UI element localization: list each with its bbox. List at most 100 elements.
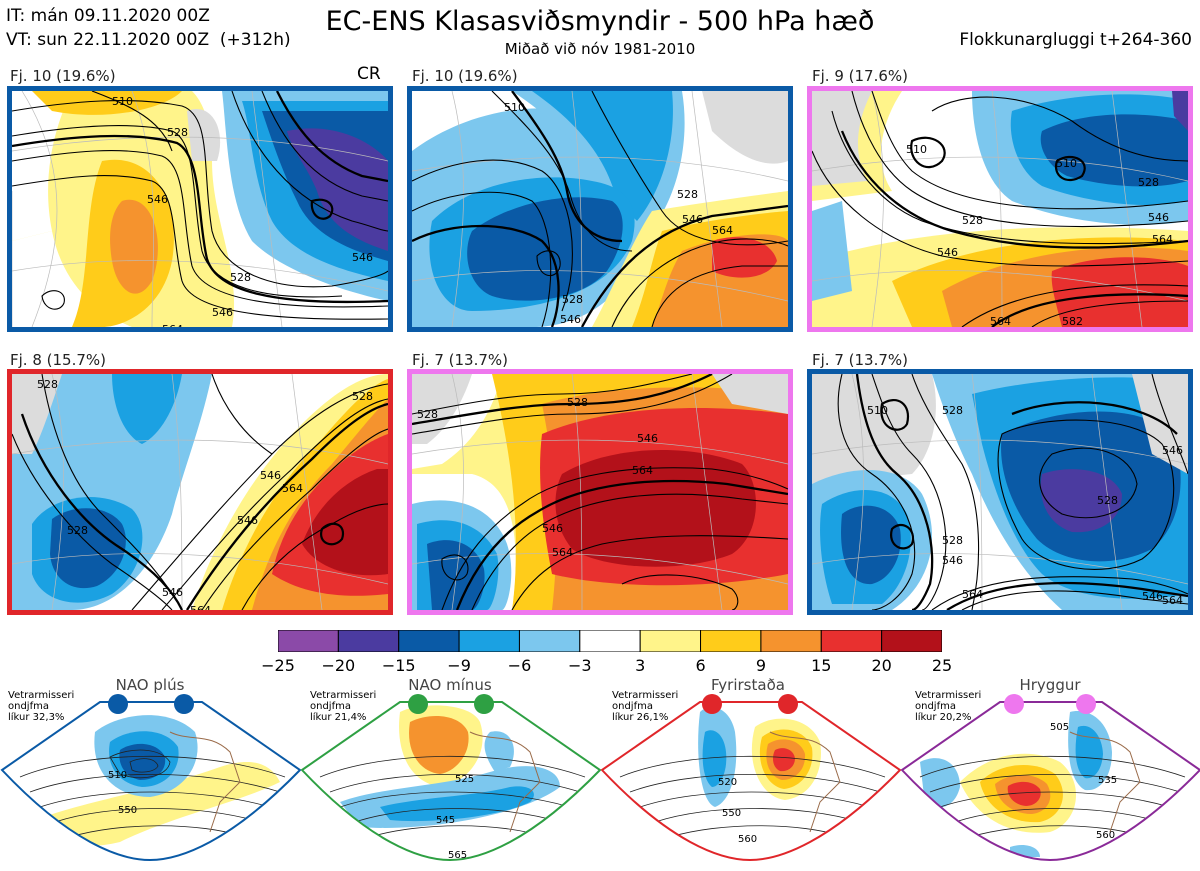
contour-label: 546 bbox=[260, 469, 281, 482]
colorbar-tick-label: 15 bbox=[811, 656, 832, 675]
contour-label: 564 bbox=[712, 224, 733, 237]
contour-label: 528 bbox=[562, 293, 583, 306]
contour-label: 546 bbox=[682, 213, 703, 226]
contour-label: 510 bbox=[1056, 157, 1077, 170]
contour-label: 564 bbox=[605, 325, 626, 327]
regime-note-nao-minus: Vetrarmisseri ondjfma líkur 21,4% bbox=[310, 690, 376, 723]
regime-title-blocking: Fyrirstaða bbox=[711, 676, 785, 694]
cluster-map-5: 528 528 546 564 546 564 bbox=[407, 369, 793, 615]
cluster-map-3-svg: 510 528 510 528 546 546 564 564 582 bbox=[812, 91, 1188, 327]
regime-note-nao-plus: Vetrarmisseri ondjfma líkur 32,3% bbox=[8, 690, 74, 723]
regime-frame-ridge bbox=[900, 701, 1200, 862]
colorbar-tick-label: −3 bbox=[568, 656, 592, 675]
panel-label-3: Fj. 9 (17.6%) bbox=[812, 67, 908, 85]
regime-contour-label: 560 bbox=[738, 834, 757, 845]
contour-label: 510 bbox=[112, 95, 133, 108]
colorbar-tick-label: 9 bbox=[755, 656, 766, 675]
colorbar-tick-label: −25 bbox=[261, 656, 295, 675]
regime-dot bbox=[408, 694, 428, 714]
contour-label: 528 bbox=[352, 390, 373, 403]
colorbar-tick-label: 25 bbox=[931, 656, 953, 675]
regime-dot bbox=[702, 694, 722, 714]
contour-label: 546 bbox=[162, 586, 183, 599]
cluster-map-6-svg: 510 528 528 528 546 546 564 546 564 bbox=[812, 374, 1188, 610]
regime-contour-label: 520 bbox=[718, 777, 737, 788]
contour-label: 582 bbox=[1062, 315, 1083, 327]
regime-dot bbox=[1076, 694, 1096, 714]
cluster-map-5-svg: 528 528 546 564 546 564 bbox=[412, 374, 788, 610]
regime-title-nao-plus: NAO plús bbox=[115, 676, 185, 694]
panel-label-1: Fj. 10 (19.6%) bbox=[10, 67, 116, 85]
valid-time-text: VT: sun 22.11.2020 00Z bbox=[6, 30, 210, 50]
regime-note-line: líkur 32,3% bbox=[8, 712, 65, 723]
regime-contour-label: 525 bbox=[455, 774, 474, 785]
contour-label: 546 bbox=[1162, 444, 1183, 457]
regime-note-line: líkur 20,2% bbox=[915, 712, 972, 723]
regime-dot bbox=[778, 694, 798, 714]
contour-label: 564 bbox=[282, 482, 303, 495]
colorbar-segment bbox=[700, 629, 762, 653]
contour-label: 546 bbox=[212, 306, 233, 319]
panel-label-4: Fj. 8 (15.7%) bbox=[10, 351, 106, 369]
contour-label: 528 bbox=[1138, 176, 1159, 189]
contour-label: 546 bbox=[147, 193, 168, 206]
regime-note-line: ondjfma bbox=[8, 701, 49, 712]
contour-label: 546 bbox=[937, 246, 958, 259]
cluster-map-4: 528 546 528 546 564 528 546 564 bbox=[7, 369, 393, 615]
contour-label: 564 bbox=[1162, 594, 1183, 607]
classification-window: Flokkunargluggi t+264-360 bbox=[959, 30, 1192, 50]
contour-label: 510 bbox=[906, 143, 927, 156]
regime-frame-nao-minus bbox=[300, 701, 602, 862]
cluster-map-1: 510 528 546 528 546 546 564 564 bbox=[7, 86, 393, 332]
regime-map-ridge bbox=[902, 702, 1200, 860]
panel-label-2: Fj. 10 (19.6%) bbox=[412, 67, 518, 85]
regime-note-line: Vetrarmisseri bbox=[915, 690, 982, 701]
regime-dot bbox=[174, 694, 194, 714]
colorbar-tick-label: 3 bbox=[635, 656, 646, 675]
cluster-map-4-svg: 528 546 528 546 564 528 546 564 bbox=[12, 374, 388, 610]
regime-contour-label: 535 bbox=[1098, 775, 1117, 786]
colorbar-tick-label: 20 bbox=[871, 656, 892, 675]
colorbar bbox=[277, 629, 943, 653]
page-subtitle: Miðað við nóv 1981-2010 bbox=[504, 40, 696, 58]
contour-label: 528 bbox=[417, 408, 438, 421]
colorbar-ticks: −25 −20 −15 −9 −6 −3 3 6 9 15 20 25 bbox=[258, 656, 962, 676]
regime-note-line: Vetrarmisseri bbox=[612, 690, 679, 701]
regime-contour-label: 505 bbox=[1050, 722, 1069, 733]
contour-label: 564 bbox=[190, 604, 211, 610]
cluster-map-2: 510 528 546 564 528 546 564 bbox=[407, 86, 793, 332]
regime-dot bbox=[1004, 694, 1024, 714]
regime-dot bbox=[108, 694, 128, 714]
cluster-map-1-svg: 510 528 546 528 546 546 564 564 bbox=[12, 91, 388, 327]
contour-label: 546 bbox=[237, 514, 258, 527]
contour-label: 528 bbox=[230, 271, 251, 284]
cluster-map-6: 510 528 528 528 546 546 564 546 564 bbox=[807, 369, 1193, 615]
page-title: EC-ENS Klasasviðsmyndir - 500 hPa hæð bbox=[325, 6, 875, 37]
contour-label: 528 bbox=[677, 188, 698, 201]
contour-label: 546 bbox=[560, 313, 581, 326]
cr-label: CR bbox=[357, 64, 381, 84]
regime-note-line: líkur 21,4% bbox=[310, 712, 367, 723]
regime-contour-label: 550 bbox=[118, 805, 137, 816]
colorbar-segment bbox=[639, 629, 702, 653]
regime-note-line: ondjfma bbox=[310, 701, 351, 712]
contour-label: 564 bbox=[962, 588, 983, 601]
regime-map-nao-plus bbox=[2, 702, 300, 860]
valid-time: VT: sun 22.11.2020 00Z (+312h) bbox=[6, 28, 291, 52]
cluster-map-3: 510 528 510 528 546 546 564 564 582 bbox=[807, 86, 1193, 332]
contour-label: 546 bbox=[637, 432, 658, 445]
regime-note-line: Vetrarmisseri bbox=[8, 690, 75, 701]
contour-label: 546 bbox=[1142, 590, 1163, 603]
colorbar-tick-label: −15 bbox=[381, 656, 416, 675]
colorbar-tick-label: −6 bbox=[507, 656, 532, 675]
regime-note-line: ondjfma bbox=[612, 701, 653, 712]
colorbar-tick-label: −9 bbox=[447, 656, 471, 675]
contour-label: 564 bbox=[552, 546, 573, 559]
contour-label: 528 bbox=[942, 534, 963, 547]
colorbar-segment bbox=[518, 629, 581, 653]
contour-label: 528 bbox=[962, 214, 983, 227]
regime-note-blocking: Vetrarmisseri ondjfma líkur 26,1% bbox=[612, 690, 678, 723]
colorbar-segment bbox=[398, 629, 460, 653]
cluster-map-2-svg: 510 528 546 564 528 546 564 bbox=[412, 91, 788, 327]
regime-maps: 510 550 525 545 565 bbox=[0, 694, 1200, 862]
